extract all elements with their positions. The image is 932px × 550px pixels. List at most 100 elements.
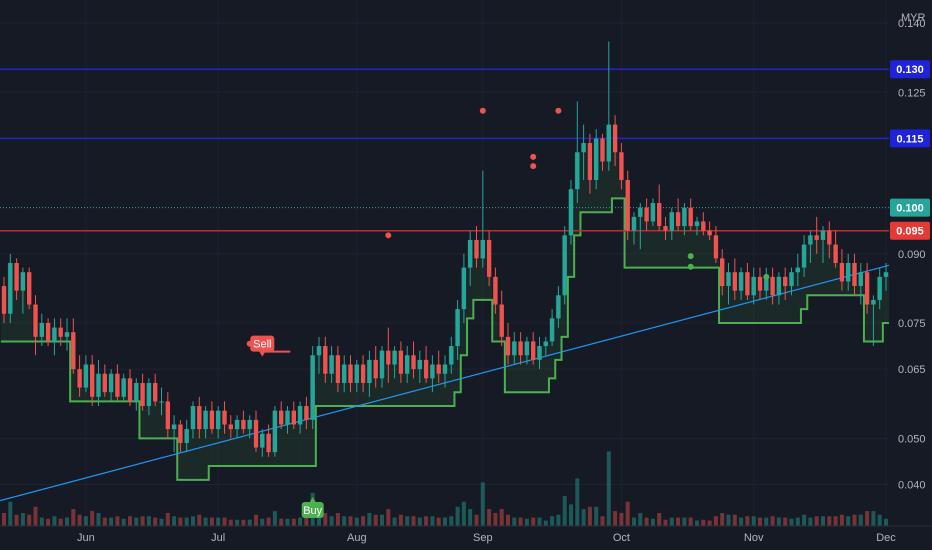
volume-bar bbox=[770, 516, 775, 526]
volume-bar bbox=[802, 514, 807, 526]
volume-bar bbox=[33, 506, 38, 526]
candle-body bbox=[398, 350, 404, 374]
cloud-segment bbox=[782, 286, 789, 323]
volume-bar bbox=[128, 516, 132, 526]
volume-bar bbox=[285, 518, 290, 526]
volume-bar bbox=[241, 519, 246, 526]
candle-body bbox=[461, 267, 467, 310]
candle-body bbox=[764, 276, 769, 291]
cloud-segment bbox=[656, 226, 663, 268]
volume-bar bbox=[506, 514, 510, 526]
buy-signal-label: Buy bbox=[303, 505, 322, 517]
candle-body bbox=[58, 327, 63, 337]
candle-body bbox=[852, 263, 857, 287]
candle-body bbox=[348, 364, 353, 383]
volume-bar bbox=[713, 516, 718, 526]
price-tag-box bbox=[890, 198, 930, 217]
cloud-segment bbox=[202, 410, 209, 480]
buy-label-pointer bbox=[309, 497, 316, 503]
volume-bar bbox=[254, 514, 258, 526]
candle-body bbox=[650, 203, 656, 222]
volume-bar bbox=[720, 513, 725, 526]
candle-body bbox=[524, 341, 530, 356]
volume-bar bbox=[392, 517, 397, 526]
candle-body bbox=[279, 410, 284, 425]
y-tick-label: 0.065 bbox=[898, 364, 926, 376]
candle-body bbox=[140, 382, 145, 407]
candle-body bbox=[757, 276, 763, 291]
price-tag-label: 0.095 bbox=[896, 226, 924, 238]
buy-dot bbox=[687, 263, 694, 270]
sell-dot bbox=[555, 107, 562, 114]
volume-bar bbox=[556, 514, 561, 526]
volume-bar bbox=[695, 520, 699, 526]
sell-dot bbox=[479, 107, 486, 114]
candle-body bbox=[549, 318, 555, 342]
candle-body bbox=[663, 226, 668, 231]
volume-bar bbox=[613, 511, 618, 526]
candle-body bbox=[871, 299, 876, 305]
cloud-segment bbox=[227, 429, 234, 467]
candle-body bbox=[587, 143, 593, 180]
candle-body bbox=[751, 276, 756, 296]
price-axis: MYR 0.0400.0500.0650.0750.0900.1150.1250… bbox=[889, 0, 932, 526]
volume-bar bbox=[858, 514, 863, 526]
price-tags: 0.130 0.115 0.100 0.095 bbox=[890, 60, 930, 240]
volume-bar bbox=[52, 516, 57, 526]
candle-body bbox=[386, 350, 391, 365]
volume-bar bbox=[335, 513, 340, 526]
candle-body bbox=[373, 359, 378, 379]
volume-bar bbox=[430, 516, 435, 526]
cloud-segment bbox=[448, 346, 455, 407]
candle-body bbox=[266, 433, 271, 453]
cloud-segment bbox=[731, 290, 738, 323]
candle-body bbox=[171, 424, 177, 430]
volume-bar bbox=[619, 513, 624, 526]
candle-body bbox=[323, 346, 328, 374]
cloud-segment bbox=[177, 442, 184, 480]
volume-bar bbox=[191, 516, 195, 526]
candle-body bbox=[581, 143, 586, 153]
candle-body bbox=[738, 272, 744, 291]
volume-bar bbox=[266, 517, 271, 526]
volume-bar bbox=[109, 517, 114, 526]
candle-body bbox=[121, 378, 126, 397]
cloud-segment bbox=[13, 290, 20, 342]
volume-bar bbox=[216, 517, 221, 526]
candle-body bbox=[1, 286, 7, 314]
volume-bar bbox=[669, 517, 674, 526]
candle-body bbox=[310, 355, 315, 420]
candle-body bbox=[638, 207, 643, 217]
candle-body bbox=[833, 244, 838, 263]
buy-dot bbox=[687, 253, 694, 260]
cloud-segment bbox=[479, 239, 486, 300]
candle-body bbox=[537, 346, 542, 360]
cloud-segment bbox=[240, 429, 247, 467]
volume-bar bbox=[487, 509, 492, 526]
volume-bar bbox=[83, 516, 88, 526]
candle-body bbox=[260, 433, 265, 448]
sell-dot bbox=[530, 163, 537, 170]
volume-bar bbox=[65, 517, 69, 526]
candle-body bbox=[713, 235, 719, 259]
candle-body bbox=[342, 364, 347, 383]
x-tick-label: Dec bbox=[876, 532, 896, 544]
cloud-segment bbox=[649, 203, 657, 268]
volume-bar bbox=[14, 514, 19, 526]
volume-bar bbox=[839, 514, 844, 526]
candle-body bbox=[480, 239, 485, 259]
volume-bar bbox=[46, 518, 51, 526]
candle-body bbox=[52, 327, 57, 342]
candle-body bbox=[203, 410, 208, 430]
volume-bar bbox=[884, 518, 888, 526]
candle-body bbox=[329, 355, 334, 374]
volume-bar bbox=[600, 516, 605, 526]
cloud-segment bbox=[826, 244, 833, 296]
volume-bar bbox=[644, 517, 649, 526]
buy-sell-signals: Sell Buy bbox=[250, 335, 324, 519]
volume-bar bbox=[789, 518, 794, 526]
candle-body bbox=[115, 373, 120, 397]
volume-bar bbox=[707, 520, 712, 526]
cloud-segment bbox=[189, 406, 197, 480]
